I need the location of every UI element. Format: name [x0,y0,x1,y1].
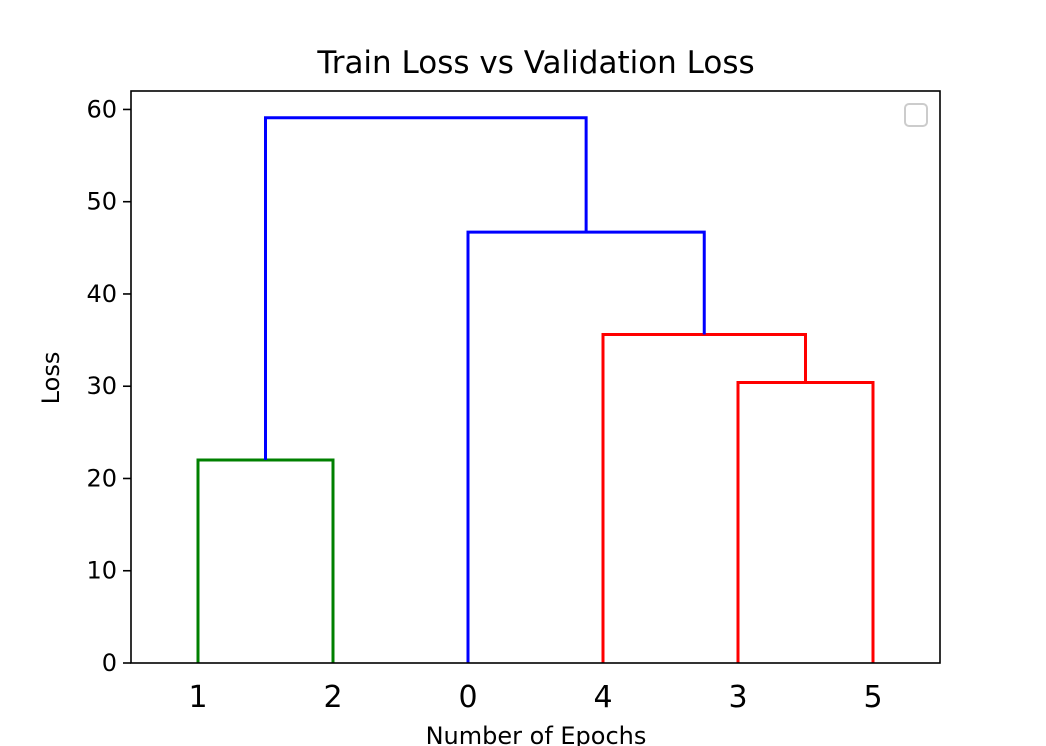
y-tick-label: 40 [86,280,117,308]
y-tick-label: 20 [86,464,117,492]
y-tick-label: 0 [102,649,117,677]
x-tick-label: 0 [458,680,477,715]
dendrogram-link-5 [264,116,588,461]
y-tick-label: 30 [86,372,117,400]
y-tick-label: 10 [86,557,117,585]
x-tick-label: 5 [863,680,882,715]
y-axis-ticks: 0 10 20 30 40 50 60 [86,95,131,677]
y-axis-label: Loss [37,352,65,405]
y-tick-label: 60 [86,95,117,123]
legend-box [904,103,928,127]
x-tick-label: 4 [593,680,612,715]
chart-title: Train Loss vs Validation Loss [316,45,754,81]
plot-area-frame [130,90,941,664]
y-tick-label: 50 [86,188,117,216]
x-tick-label: 2 [323,680,342,715]
dendrogram-link-4 [466,230,706,663]
x-tick-label: 1 [188,680,207,715]
x-axis-ticks: 1 2 0 4 3 5 [188,680,882,715]
dendrogram-links [196,116,875,663]
x-axis-label: Number of Epochs [426,722,647,746]
x-tick-label: 3 [728,680,747,715]
